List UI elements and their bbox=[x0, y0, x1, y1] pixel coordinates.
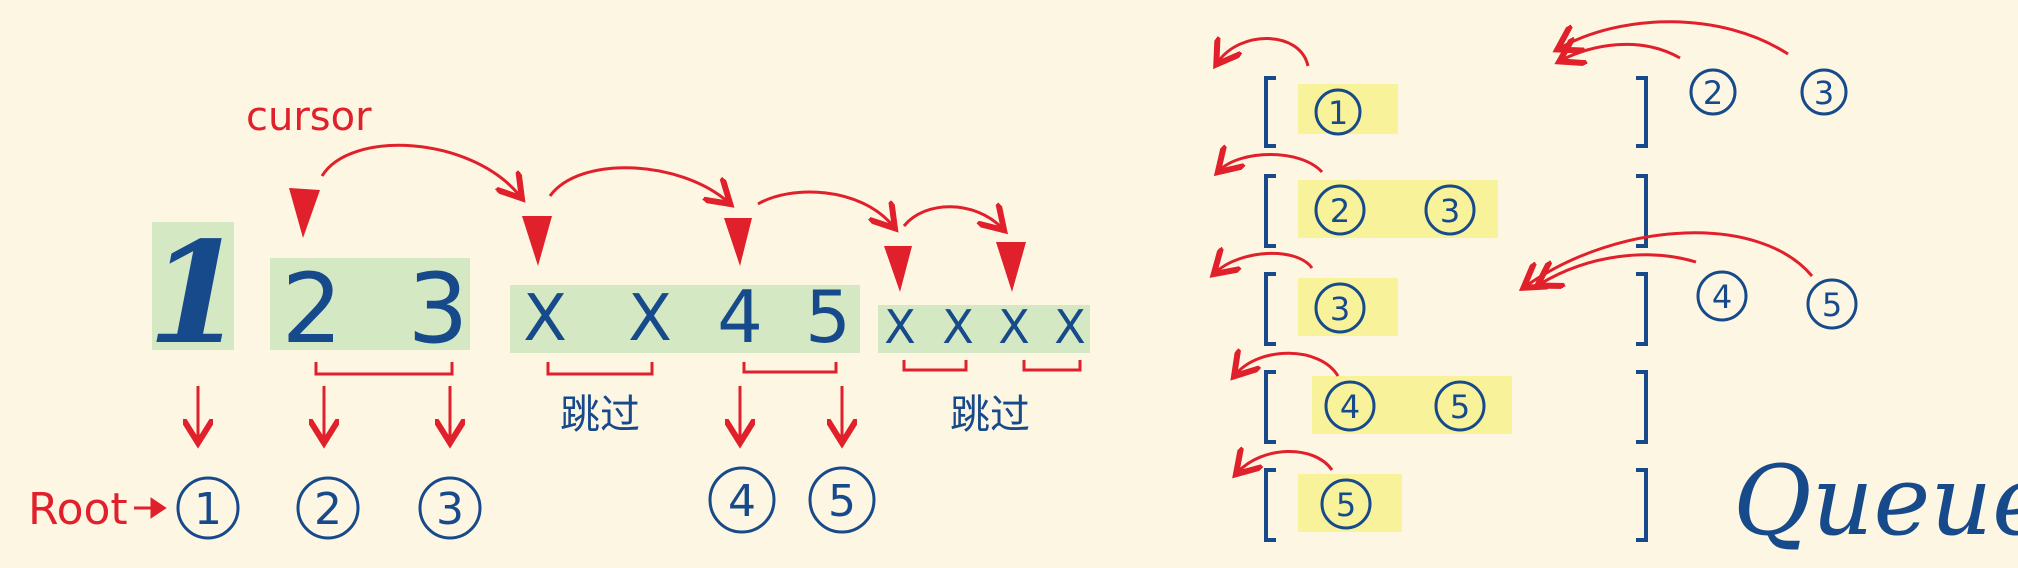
incoming-item: 5 bbox=[1822, 286, 1842, 324]
cursor-jump-arrow bbox=[320, 143, 520, 196]
array-value: X bbox=[998, 300, 1030, 354]
root-label: Root bbox=[28, 484, 128, 535]
queue-item: 3 bbox=[1330, 290, 1350, 328]
queue-right-bracket bbox=[1636, 468, 1648, 542]
dequeue-arrow bbox=[1218, 38, 1310, 66]
queue-section: 1 2 3 2 3 3 4 bbox=[1216, 20, 2018, 557]
queue-highlight bbox=[1312, 376, 1512, 434]
tree-node: 5 bbox=[808, 466, 876, 534]
array-value: X bbox=[1054, 300, 1086, 354]
queue-step: 5 bbox=[1238, 451, 1648, 542]
pair-brackets bbox=[314, 360, 1082, 376]
tree-node: 4 bbox=[708, 466, 776, 534]
queue-right-bracket bbox=[1636, 370, 1648, 444]
queue-item: 3 bbox=[1440, 192, 1460, 230]
cursor-marker-icon bbox=[289, 188, 320, 238]
tree-node: 2 bbox=[296, 476, 360, 540]
cursor-marker-icon bbox=[522, 216, 552, 266]
cursor-jump-arrow bbox=[548, 166, 728, 202]
skip-label: 跳过 bbox=[950, 392, 1030, 438]
cursor-jump-arrows bbox=[320, 143, 1002, 228]
enqueue-arrow bbox=[1562, 44, 1681, 60]
cursor-marker-icon bbox=[724, 218, 752, 266]
highlight-group-b bbox=[510, 285, 860, 353]
queue-item: 1 bbox=[1328, 94, 1348, 132]
queue-left-bracket bbox=[1264, 272, 1276, 346]
tree-node-label: 3 bbox=[436, 484, 464, 535]
dequeue-arrow bbox=[1220, 155, 1324, 173]
array-value: X bbox=[628, 282, 672, 356]
cursor-markers bbox=[289, 188, 1026, 292]
highlight-group-c bbox=[878, 305, 1090, 353]
queue-right-bracket bbox=[1636, 272, 1648, 346]
cursor-marker-icon bbox=[996, 242, 1026, 292]
queue-step: 3 4 5 bbox=[1216, 231, 1858, 346]
queue-right-bracket bbox=[1636, 174, 1648, 248]
tree-node-label: 4 bbox=[728, 476, 756, 527]
queue-step: 2 3 bbox=[1220, 155, 1648, 248]
array-value: 2 bbox=[281, 253, 342, 365]
dequeue-arrow bbox=[1216, 253, 1314, 272]
queue-highlight bbox=[1298, 474, 1402, 532]
queue-right-bracket bbox=[1636, 76, 1648, 148]
queue-left-bracket bbox=[1264, 174, 1276, 248]
incoming-item: 3 bbox=[1814, 74, 1834, 112]
cursor-marker-icon bbox=[884, 246, 912, 292]
array-value: 5 bbox=[805, 275, 851, 359]
queue-left-bracket bbox=[1264, 76, 1276, 148]
dequeue-arrow bbox=[1236, 353, 1340, 376]
tree-node-label: 2 bbox=[314, 484, 342, 535]
array-value: X bbox=[884, 300, 916, 354]
array-value: X bbox=[523, 282, 567, 356]
tree-node: 3 bbox=[418, 476, 482, 540]
pair-bracket bbox=[314, 362, 454, 376]
dequeue-arrow bbox=[1238, 451, 1334, 472]
array-value: 3 bbox=[407, 253, 468, 365]
root-pointer-icon bbox=[134, 497, 167, 519]
incoming-item: 4 bbox=[1712, 278, 1732, 316]
queue-step: 4 5 bbox=[1236, 353, 1648, 444]
tree-node-label: 1 bbox=[194, 484, 222, 535]
queue-title: Queue bbox=[1733, 445, 2018, 557]
array-section: 1 2 3 X X 4 5 X X X X cursor bbox=[28, 94, 1090, 540]
array-value: X bbox=[942, 300, 974, 354]
array-value-root: 1 bbox=[147, 212, 244, 376]
skip-label: 跳过 bbox=[560, 392, 640, 438]
queue-item: 5 bbox=[1450, 388, 1470, 426]
pair-bracket bbox=[1022, 360, 1082, 372]
pair-bracket bbox=[742, 362, 838, 374]
cursor-jump-arrow bbox=[902, 207, 1002, 228]
down-arrows bbox=[198, 386, 842, 440]
queue-item: 5 bbox=[1336, 486, 1356, 524]
enqueue-arrow bbox=[1560, 20, 1789, 56]
enqueue-arrow bbox=[1526, 231, 1814, 286]
incoming-item: 2 bbox=[1703, 74, 1723, 112]
tree-node: 1 bbox=[176, 476, 240, 540]
queue-step: 1 2 3 bbox=[1218, 20, 1848, 148]
cursor-jump-arrow bbox=[757, 190, 893, 226]
queue-item: 2 bbox=[1330, 192, 1350, 230]
tree-node-label: 5 bbox=[828, 476, 856, 527]
pair-bracket bbox=[902, 360, 968, 372]
queue-left-bracket bbox=[1264, 468, 1276, 542]
highlight-group-a bbox=[270, 258, 470, 350]
queue-item: 4 bbox=[1340, 388, 1360, 426]
pair-bracket bbox=[546, 362, 654, 376]
array-value: 4 bbox=[717, 275, 763, 359]
tree-nodes: 1 2 3 4 5 bbox=[176, 466, 876, 540]
enqueue-arrow bbox=[1540, 253, 1697, 284]
cursor-label: cursor bbox=[246, 94, 372, 140]
highlight-root bbox=[152, 222, 234, 350]
queue-left-bracket bbox=[1264, 370, 1276, 444]
